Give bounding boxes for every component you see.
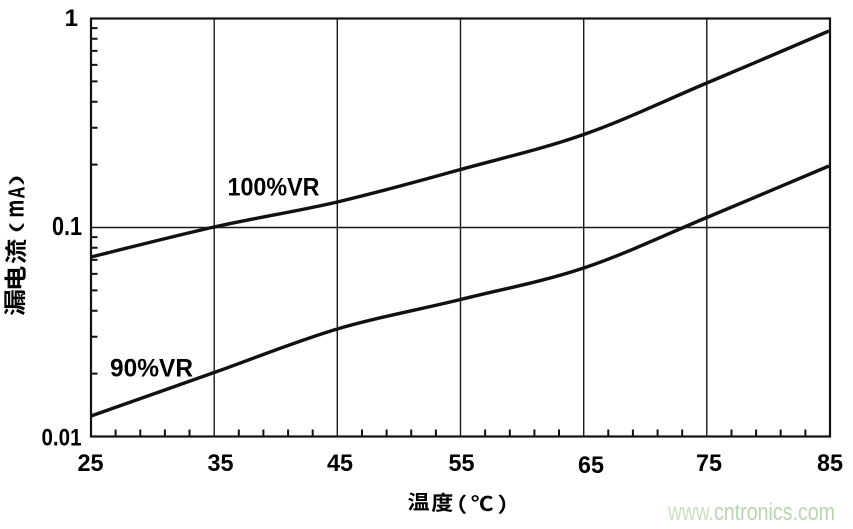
- svg-text:100%VR: 100%VR: [228, 174, 320, 202]
- svg-text:25: 25: [78, 450, 104, 477]
- svg-text:55: 55: [449, 450, 475, 477]
- svg-text:www.: www.: [667, 499, 714, 526]
- svg-text:45: 45: [327, 450, 353, 477]
- svg-text:35: 35: [208, 450, 234, 477]
- svg-text:0.1: 0.1: [52, 211, 82, 241]
- svg-text:75: 75: [696, 450, 722, 477]
- svg-text:cntronics.com: cntronics.com: [714, 499, 835, 526]
- svg-text:90%VR: 90%VR: [110, 355, 193, 383]
- svg-text:65: 65: [578, 452, 604, 479]
- svg-text:85: 85: [817, 450, 843, 477]
- svg-text:0.01: 0.01: [42, 425, 82, 452]
- svg-text:1: 1: [65, 5, 78, 32]
